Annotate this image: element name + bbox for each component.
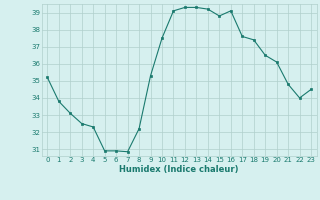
X-axis label: Humidex (Indice chaleur): Humidex (Indice chaleur): [119, 165, 239, 174]
